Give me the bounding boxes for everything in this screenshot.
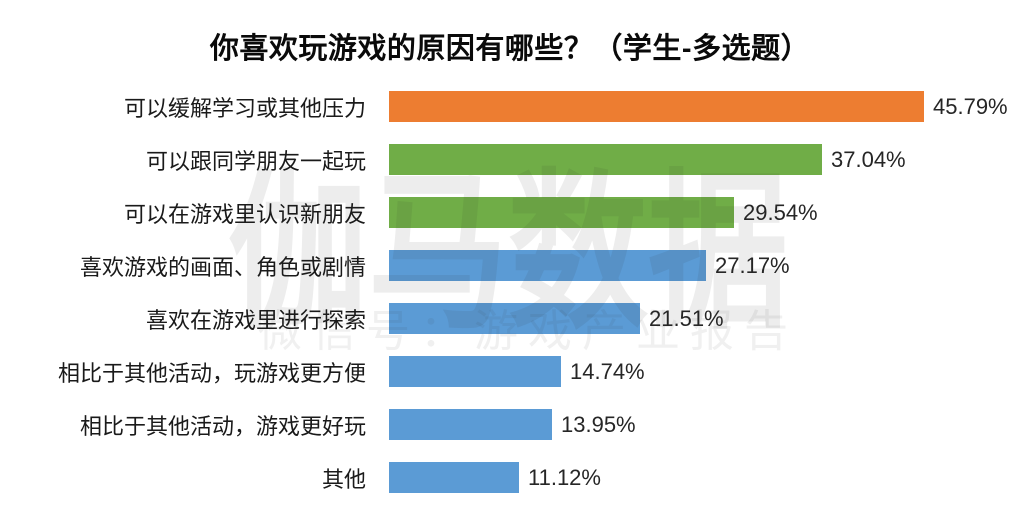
category-label: 相比于其他活动，玩游戏更方便 [57,360,366,386]
category-label: 可以在游戏里认识新朋友 [123,201,366,227]
value-label: 14.74% [570,358,645,384]
bar-row: 其他 11.12% [0,451,1020,504]
bar-chart: 可以缓解学习或其他压力 45.79% 可以跟同学朋友一起玩 37.04% 可以在游戏里认… [0,80,1020,504]
value-label: 21.51% [649,305,724,331]
bar [389,144,822,175]
value-label: 45.79% [933,93,1008,119]
bar [389,197,734,228]
bar [389,91,924,122]
bar-row: 喜欢在游戏里进行探索 21.51% [0,292,1020,345]
bar [389,303,640,334]
value-label: 11.12% [528,464,601,490]
bar-row: 相比于其他活动，游戏更好玩 13.95% [0,398,1020,451]
category-label: 喜欢在游戏里进行探索 [145,307,366,333]
value-label: 27.17% [715,252,790,278]
value-label: 37.04% [831,146,906,172]
bar [389,250,706,281]
category-label: 可以跟同学朋友一起玩 [145,148,366,174]
bar-row: 喜欢游戏的画面、角色或剧情 27.17% [0,239,1020,292]
bar [389,356,561,387]
bar-row: 可以缓解学习或其他压力 45.79% [0,80,1020,133]
chart-title: 你喜欢玩游戏的原因有哪些？（学生-多选题） [209,33,811,65]
category-label: 相比于其他活动，游戏更好玩 [79,413,366,439]
category-label: 可以缓解学习或其他压力 [123,95,366,121]
category-label: 喜欢游戏的画面、角色或剧情 [79,254,366,280]
bar-row: 可以跟同学朋友一起玩 37.04% [0,133,1020,186]
bar [389,409,552,440]
bar-row: 可以在游戏里认识新朋友 29.54% [0,186,1020,239]
value-label: 13.95% [561,411,636,437]
bar-row: 相比于其他活动，玩游戏更方便 14.74% [0,345,1020,398]
value-label: 29.54% [743,199,818,225]
category-label: 其他 [321,466,366,492]
bar [389,462,519,493]
